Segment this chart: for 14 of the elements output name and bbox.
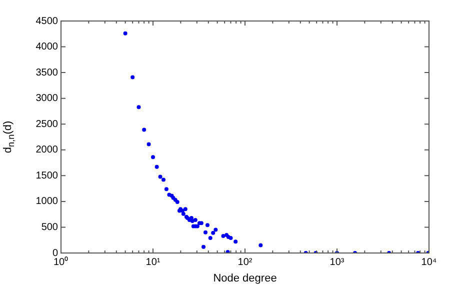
x-tick-label: 10³ (330, 256, 345, 268)
y-tick-label: 2000 (36, 144, 58, 156)
y-tick-label: 2500 (36, 118, 58, 130)
x-tick-label: 10⁴ (421, 256, 437, 268)
y-tick-label: 1000 (36, 196, 58, 208)
y-tick-label: 500 (41, 222, 58, 233)
x-tick-label: 10² (238, 256, 253, 268)
y-tick-label: 1500 (36, 170, 58, 182)
y-tick-label: 3500 (36, 67, 58, 78)
y-tick-label: 4000 (36, 42, 58, 53)
y-tick-label: 4500 (36, 16, 58, 27)
y-tick-label: 3000 (36, 93, 58, 104)
x-tick-label: 10¹ (146, 256, 161, 268)
x-axis-title: Node degree (213, 272, 277, 284)
